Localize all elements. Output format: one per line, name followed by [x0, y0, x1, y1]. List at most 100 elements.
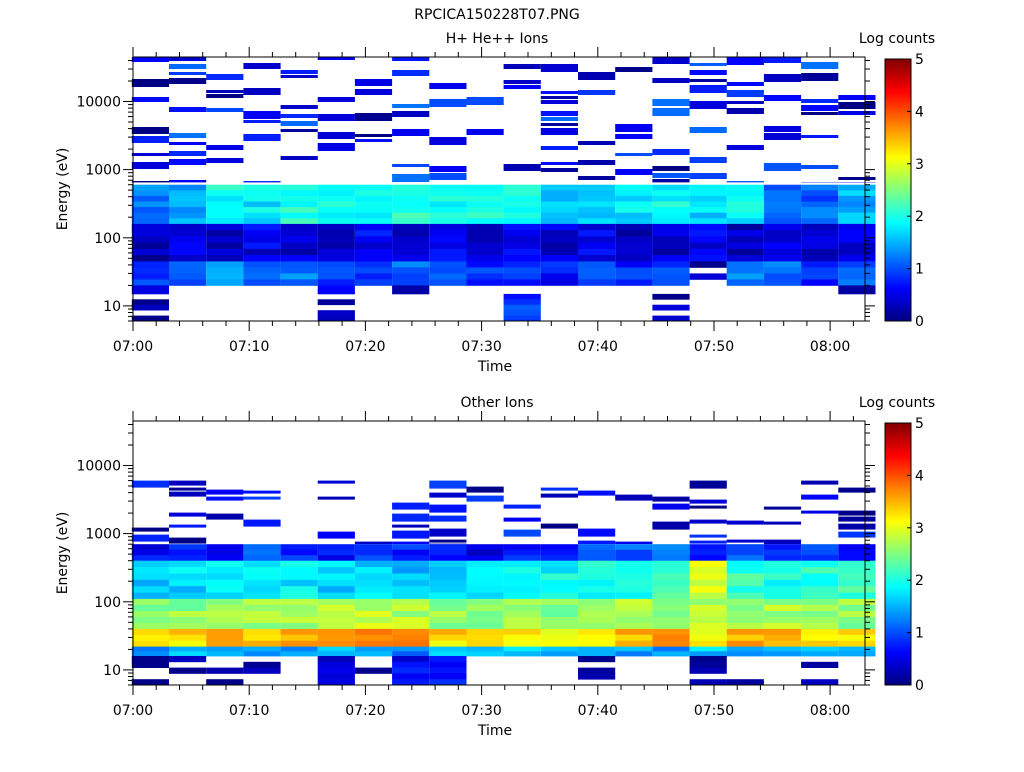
heatmap-cell: [318, 236, 355, 243]
heatmap-cell: [578, 555, 615, 561]
heatmap-cell: [504, 299, 541, 305]
heatmap-cell: [132, 561, 169, 568]
heatmap-cell: [281, 213, 318, 219]
heatmap-cell: [243, 111, 280, 119]
heatmap-cell: [652, 305, 689, 311]
heatmap-cell: [764, 95, 801, 101]
heatmap-cell: [504, 611, 541, 617]
heatmap-cell: [652, 224, 689, 231]
heatmap-cell: [615, 218, 652, 224]
heatmap-cell: [838, 567, 875, 574]
heatmap-cell: [652, 504, 689, 510]
heatmap-cell: [727, 651, 764, 656]
heatmap-cell: [132, 255, 169, 262]
heatmap-cell: [355, 611, 392, 617]
heatmap-cell: [652, 617, 689, 623]
heatmap-cell: [504, 213, 541, 219]
heatmap-cell: [541, 593, 578, 600]
heatmap-cell: [132, 656, 169, 662]
heatmap-cell: [764, 629, 801, 635]
heatmap-cell: [578, 541, 615, 545]
heatmap-cell: [243, 273, 280, 279]
heatmap-cell: [169, 72, 206, 75]
heatmap-cell: [578, 586, 615, 593]
heatmap-cell: [690, 651, 727, 656]
heatmap-cell: [801, 261, 838, 267]
heatmap-cell: [838, 544, 875, 550]
heatmap-cell: [690, 230, 727, 237]
heatmap-cell: [801, 218, 838, 224]
heatmap-cell: [206, 108, 243, 112]
heatmap-cell: [578, 673, 615, 679]
x-tick-label: 07:30: [461, 703, 501, 719]
heatmap-cell: [727, 561, 764, 568]
heatmap-cell: [578, 90, 615, 95]
heatmap-cell: [132, 611, 169, 617]
heatmap-cell: [243, 88, 280, 95]
heatmap-cell: [392, 641, 429, 647]
heatmap-cell: [206, 679, 243, 685]
heatmap-cell: [169, 207, 206, 213]
heatmap-cell: [541, 117, 578, 121]
heatmap-cell: [615, 617, 652, 623]
colorbar-tick-label: 2: [915, 573, 924, 589]
heatmap-cell: [392, 267, 429, 273]
y-tick-label: 10000: [76, 459, 121, 475]
heatmap-cell: [801, 196, 838, 202]
heatmap-cell: [801, 544, 838, 550]
heatmap-cell: [243, 641, 280, 647]
heatmap-cell: [838, 488, 875, 493]
heatmap-cell: [243, 249, 280, 256]
heatmap-cell: [243, 555, 280, 561]
heatmap-cell: [243, 267, 280, 273]
heatmap-cell: [429, 230, 466, 237]
heatmap-cell: [764, 196, 801, 202]
heatmap-cell: [429, 202, 466, 208]
heatmap-cell: [132, 285, 169, 294]
heatmap-cell: [801, 236, 838, 243]
heatmap-cell: [541, 100, 578, 104]
heatmap-cell: [281, 156, 318, 160]
heatmap-cell: [727, 196, 764, 202]
heatmap-cell: [281, 218, 318, 224]
heatmap-cell: [541, 128, 578, 135]
heatmap-cell: [132, 629, 169, 635]
heatmap-cell: [429, 629, 466, 635]
heatmap-cell: [318, 629, 355, 635]
heatmap-cell: [690, 173, 727, 179]
heatmap-cell: [132, 236, 169, 243]
heatmap-cell: [467, 129, 504, 135]
heatmap-cell: [690, 641, 727, 647]
heatmap-cell: [132, 136, 169, 143]
heatmap-cell: [355, 273, 392, 279]
heatmap-cell: [652, 108, 689, 116]
heatmap-cell: [615, 261, 652, 267]
heatmap-cell: [764, 207, 801, 213]
heatmap-cell: [764, 574, 801, 581]
x-tick-label: 07:50: [694, 339, 734, 355]
heatmap-cell: [541, 561, 578, 568]
heatmap-cell: [690, 550, 727, 556]
heatmap-cell: [355, 255, 392, 262]
heatmap-cell: [429, 593, 466, 600]
heatmap-cell: [652, 78, 689, 83]
heatmap-cell: [467, 555, 504, 561]
heatmap-cell: [764, 599, 801, 605]
heatmap-cell: [504, 617, 541, 623]
heatmap-cell: [429, 213, 466, 219]
heatmap-cell: [578, 72, 615, 80]
heatmap-cell: [615, 651, 652, 656]
x-tick-label: 08:00: [810, 703, 850, 719]
heatmap-cell: [690, 544, 727, 550]
heatmap-cell: [615, 647, 652, 652]
heatmap-cell: [318, 207, 355, 213]
x-axis-label: Time: [477, 359, 512, 375]
heatmap-cell: [132, 593, 169, 600]
heatmap-cell: [132, 162, 169, 169]
heatmap-cell: [355, 580, 392, 587]
heatmap-cell: [764, 190, 801, 196]
heatmap-cell: [467, 611, 504, 617]
heatmap-cell: [243, 196, 280, 202]
heatmap-cell: [652, 202, 689, 208]
heatmap-cell: [169, 651, 206, 656]
